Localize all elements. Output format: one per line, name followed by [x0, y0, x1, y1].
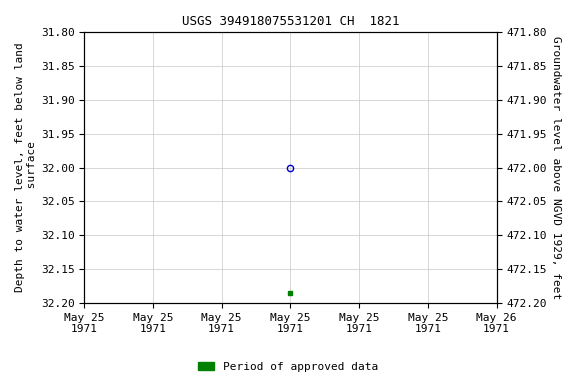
Legend: Period of approved data: Period of approved data	[193, 358, 383, 377]
Title: USGS 394918075531201 CH  1821: USGS 394918075531201 CH 1821	[181, 15, 399, 28]
Y-axis label: Depth to water level, feet below land
 surface: Depth to water level, feet below land su…	[15, 43, 37, 292]
Y-axis label: Groundwater level above NGVD 1929, feet: Groundwater level above NGVD 1929, feet	[551, 36, 561, 299]
